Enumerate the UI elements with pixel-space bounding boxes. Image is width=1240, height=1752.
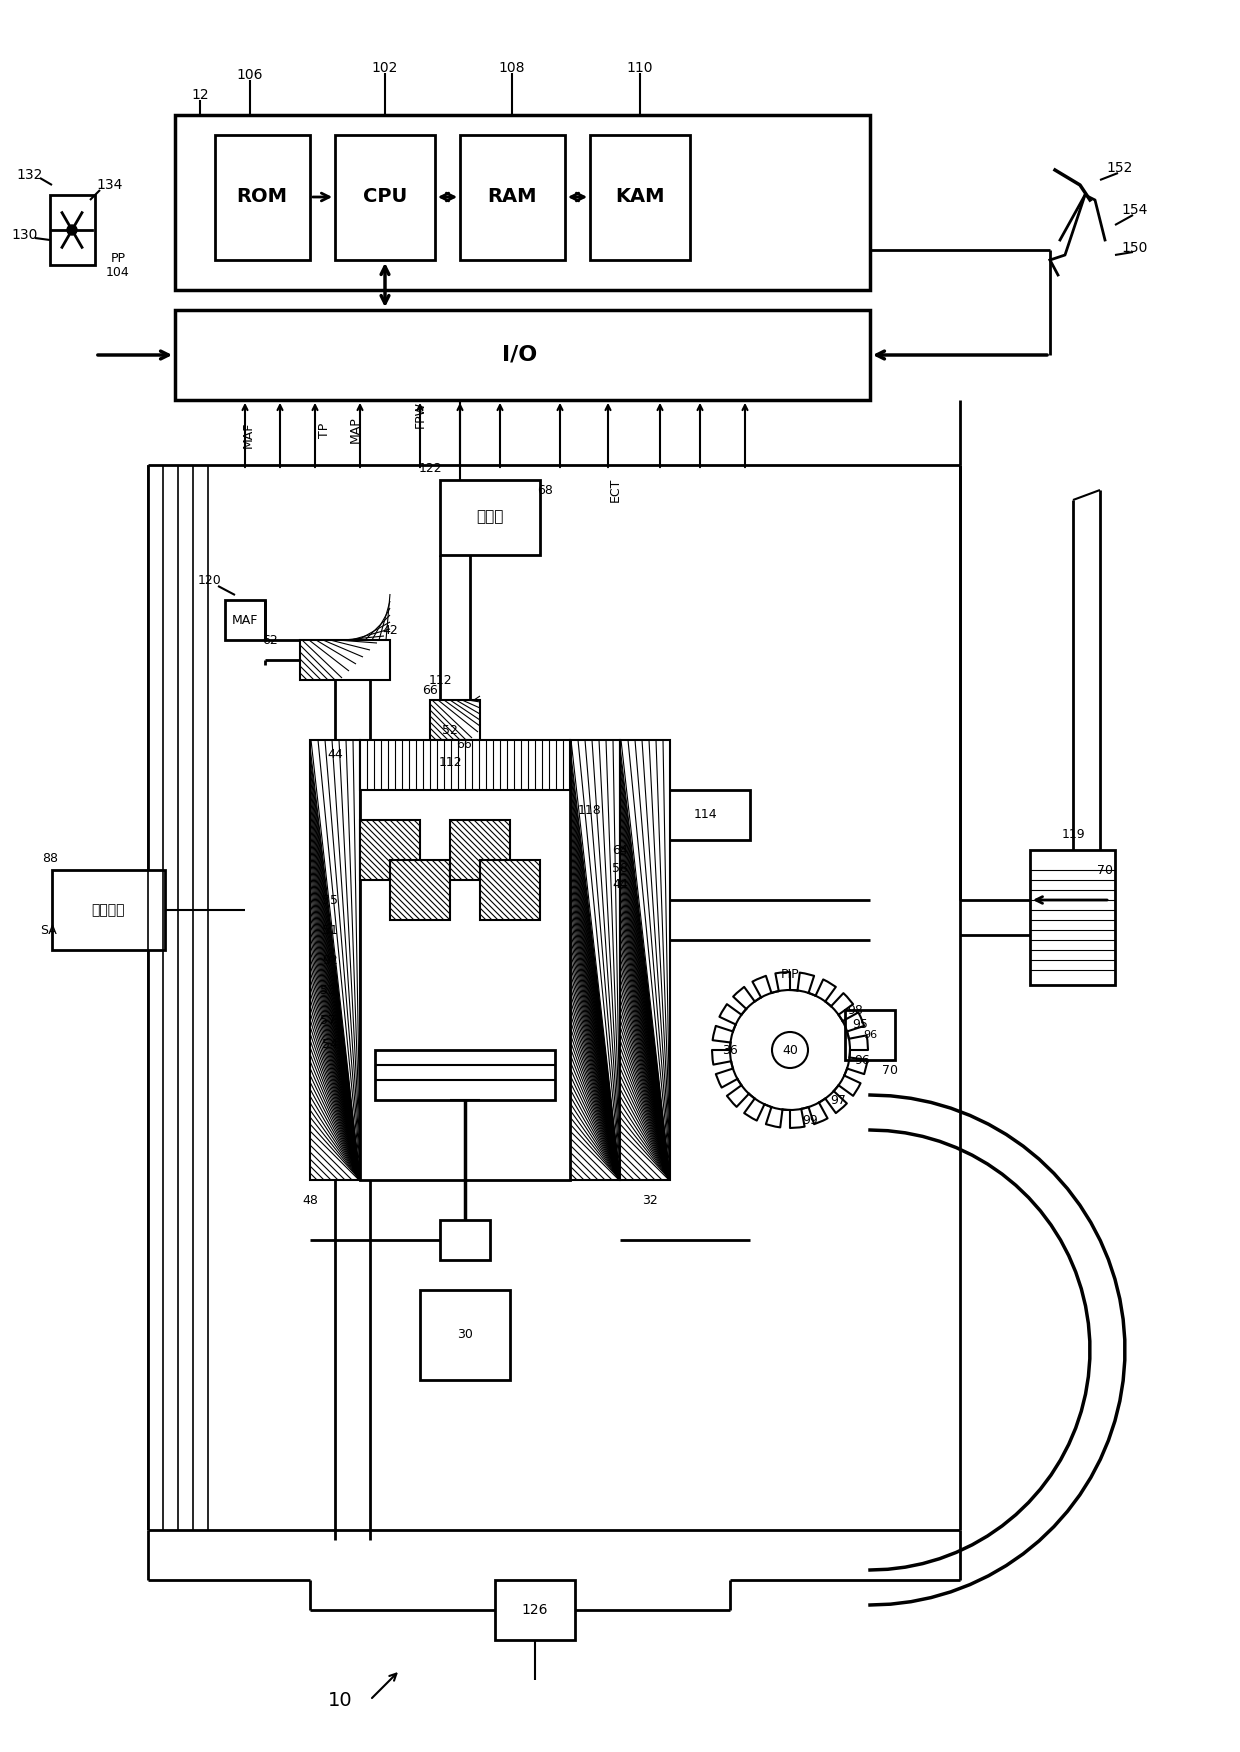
Text: RAM: RAM (487, 187, 537, 207)
Bar (391, 860, 450, 920)
Text: 44: 44 (327, 748, 343, 762)
Text: 152: 152 (1107, 161, 1133, 175)
Text: 122: 122 (418, 461, 441, 475)
Text: 10: 10 (327, 1691, 352, 1710)
Text: 130: 130 (12, 228, 38, 242)
Bar (480, 860, 539, 920)
Text: 95: 95 (852, 1018, 868, 1032)
Text: 51: 51 (322, 923, 339, 937)
Text: 114: 114 (693, 808, 717, 822)
Bar (310, 739, 360, 1181)
Bar (590, 135, 689, 259)
Text: SA: SA (40, 923, 57, 937)
Bar (450, 820, 510, 880)
Text: 70: 70 (882, 1063, 898, 1076)
Text: 40: 40 (782, 1044, 797, 1056)
Text: FPW: FPW (413, 401, 427, 429)
Text: 132: 132 (17, 168, 43, 182)
Text: 134: 134 (97, 179, 123, 193)
Bar (52, 871, 165, 950)
Text: 55: 55 (322, 894, 339, 906)
Text: 104: 104 (107, 266, 130, 280)
Bar (440, 480, 539, 555)
Text: 44: 44 (613, 878, 627, 892)
Text: 57: 57 (320, 1013, 336, 1027)
Bar (215, 135, 310, 259)
Text: CPU: CPU (363, 187, 407, 207)
Bar (360, 739, 570, 1181)
Text: 99: 99 (802, 1114, 818, 1127)
Text: 30: 30 (458, 1328, 472, 1342)
Bar (300, 639, 391, 680)
Bar (570, 739, 620, 1181)
Text: MAF: MAF (242, 422, 254, 449)
Text: TP: TP (319, 422, 331, 438)
Text: 154: 154 (1122, 203, 1148, 217)
Text: PP: PP (110, 252, 125, 265)
Bar (844, 1009, 895, 1060)
Bar (224, 599, 265, 639)
Bar (175, 310, 870, 399)
Text: 118: 118 (578, 804, 601, 816)
Bar (175, 116, 870, 291)
Text: KAM: KAM (615, 187, 665, 207)
Text: 106: 106 (237, 68, 263, 82)
Bar (440, 1219, 490, 1260)
Text: ECT: ECT (609, 478, 621, 503)
Bar (420, 1289, 510, 1381)
Text: PIP: PIP (781, 969, 800, 981)
Text: 42: 42 (382, 624, 398, 636)
Bar (374, 1049, 556, 1100)
Text: 32: 32 (642, 1193, 658, 1207)
Text: 126: 126 (522, 1603, 548, 1617)
Circle shape (67, 224, 77, 235)
Text: 58: 58 (613, 862, 627, 874)
Bar (620, 739, 670, 1181)
Text: 驱动器: 驱动器 (476, 510, 503, 524)
Text: 119: 119 (1061, 829, 1085, 841)
Text: 97: 97 (830, 1093, 846, 1107)
Text: 96: 96 (863, 1030, 877, 1041)
Text: 98: 98 (847, 1004, 863, 1016)
Text: MAP: MAP (348, 417, 362, 443)
Text: 66: 66 (456, 739, 472, 752)
Text: 96: 96 (854, 1053, 870, 1067)
Text: 70: 70 (1097, 864, 1114, 876)
Bar (660, 790, 750, 839)
Text: 150: 150 (1122, 242, 1148, 256)
Text: 36: 36 (722, 1044, 738, 1056)
Bar (495, 1580, 575, 1640)
Text: 54: 54 (322, 1039, 339, 1051)
Text: 53: 53 (320, 983, 336, 997)
Text: 62: 62 (262, 634, 278, 646)
Text: 68: 68 (537, 484, 553, 496)
Text: 点火系统: 点火系统 (92, 902, 125, 916)
Text: 12: 12 (191, 88, 208, 102)
Text: 64: 64 (613, 843, 627, 857)
Text: MAF: MAF (232, 613, 258, 627)
Text: 92: 92 (322, 953, 337, 967)
Text: 48: 48 (303, 1193, 317, 1207)
Text: 110: 110 (626, 61, 653, 75)
Bar (430, 701, 480, 739)
Text: 112: 112 (438, 755, 461, 769)
Bar (460, 135, 565, 259)
Bar (360, 820, 420, 880)
Bar (360, 739, 570, 790)
Text: 66: 66 (422, 683, 438, 697)
Text: 112: 112 (428, 673, 451, 687)
Bar (1030, 850, 1115, 985)
Text: 88: 88 (42, 851, 58, 864)
Text: 108: 108 (498, 61, 526, 75)
Text: 102: 102 (372, 61, 398, 75)
Bar (335, 135, 435, 259)
Text: ROM: ROM (237, 187, 288, 207)
Text: 52: 52 (443, 724, 458, 736)
Text: 120: 120 (198, 573, 222, 587)
Text: I/O: I/O (502, 345, 538, 364)
